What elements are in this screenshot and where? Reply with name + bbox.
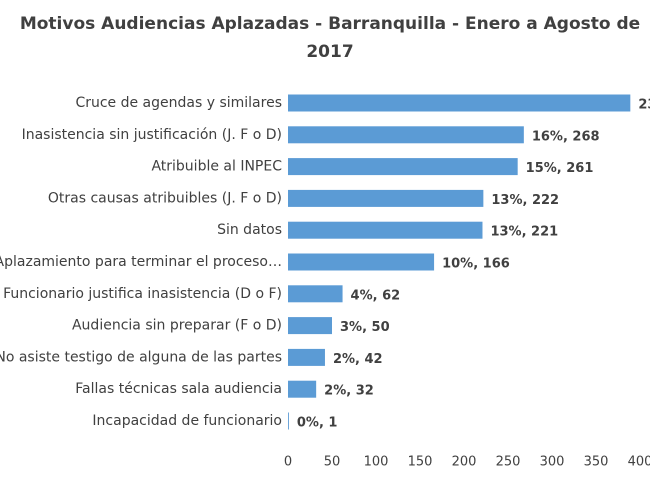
y-tick-label: Atribuible al INPEC	[151, 159, 282, 175]
y-tick-label: No asiste testigo de alguna de las parte…	[0, 349, 282, 365]
bar	[288, 221, 483, 239]
chart-title: Motivos Audiencias Aplazadas - Barranqui…	[19, 14, 641, 62]
data-label: 15%, 261	[526, 161, 594, 176]
bar	[288, 380, 317, 398]
bar	[288, 126, 524, 144]
y-tick-label: Funcionario justifica inasistencia (D o …	[3, 286, 282, 302]
bar	[288, 285, 343, 303]
data-label: 13%, 221	[490, 225, 558, 240]
y-tick-label: Inasistencia sin justificación (J. F o D…	[22, 127, 282, 143]
y-tick-label: Otras causas atribuibles (J. F o D)	[48, 190, 282, 206]
x-tick-label: 250	[496, 455, 521, 470]
y-tick-label: Cruce de agendas y similares	[75, 95, 282, 111]
bar	[288, 189, 484, 207]
y-tick-label: Incapacidad de funcionario	[92, 413, 282, 429]
data-label: 3%, 50	[340, 320, 390, 335]
x-tick-label: 100	[364, 455, 389, 470]
bar	[288, 158, 518, 176]
bar	[288, 348, 325, 366]
data-label: 4%, 62	[351, 288, 401, 303]
x-tick-label: 50	[324, 455, 341, 470]
data-label: 0%, 1	[297, 416, 338, 431]
y-tick-label: Sin datos	[217, 222, 282, 238]
bar	[288, 412, 289, 430]
x-tick-label: 0	[284, 455, 292, 470]
data-label: 10%, 166	[442, 257, 510, 272]
data-label: 16%, 268	[532, 129, 600, 144]
x-tick-label: 400	[628, 455, 650, 470]
bar	[288, 253, 435, 271]
x-tick-label: 150	[408, 455, 433, 470]
y-tick-label: Aplazamiento para terminar el proceso…	[0, 254, 282, 270]
data-label: 2%, 42	[333, 352, 383, 367]
y-tick-label: Fallas técnicas sala audiencia	[75, 381, 282, 397]
x-tick-label: 350	[584, 455, 609, 470]
data-label: 13%, 222	[491, 193, 559, 208]
data-label: 2%, 32	[324, 384, 374, 399]
x-tick-label: 200	[452, 455, 477, 470]
y-tick-label: Audiencia sin preparar (F o D)	[72, 318, 282, 334]
x-tick-label: 300	[540, 455, 565, 470]
bar	[288, 94, 631, 112]
data-label: 23%, 389	[638, 98, 650, 113]
bar	[288, 317, 332, 335]
